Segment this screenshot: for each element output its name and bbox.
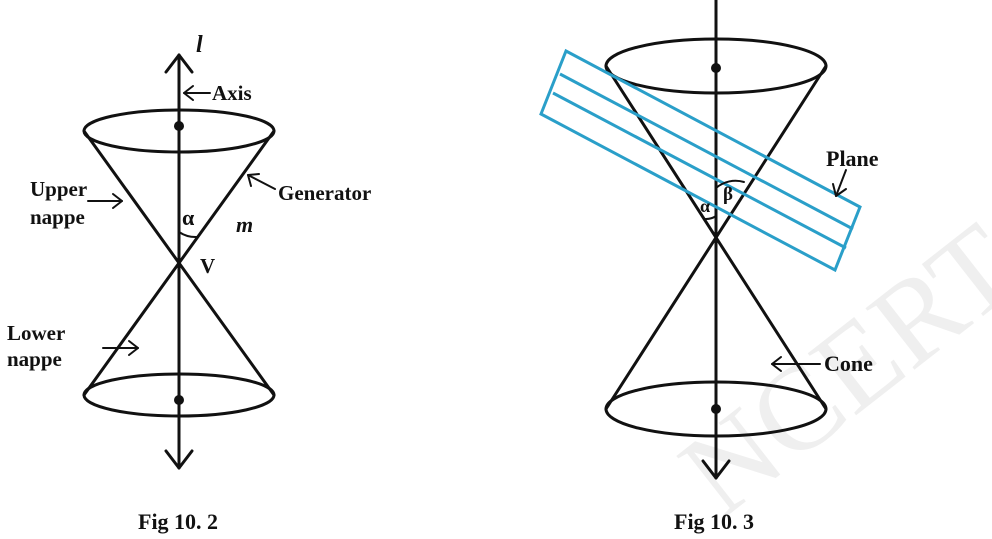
cone-upper-center-dot: [711, 63, 721, 73]
axis-down-arrowhead: [164, 449, 194, 470]
watermark: NCERT not to be republished: [656, 0, 992, 539]
upper-center-dot: [174, 121, 184, 131]
upper-nappe-label-1: Upper: [30, 177, 87, 201]
generator-m-label: m: [236, 212, 253, 237]
beta-arc: [715, 179, 745, 189]
axis-label-arrowhead: [183, 85, 194, 101]
lower-nappe-arrowhead: [128, 340, 139, 356]
generator-line-2: [82, 129, 276, 397]
cone-label-arrowhead: [771, 356, 782, 372]
lower-nappe-label-2: nappe: [7, 347, 62, 371]
plane-label-arrow: [835, 169, 847, 197]
lower-base-ellipse: [82, 372, 276, 418]
generator-arrow: [247, 174, 276, 190]
upper-nappe-label-2: nappe: [30, 205, 85, 229]
cone-label: Cone: [824, 351, 873, 376]
alpha-label-right: α: [700, 196, 710, 216]
axis-up-arrowhead: [164, 53, 194, 74]
alpha-arc-right: [704, 215, 717, 221]
vertex-label: V: [200, 254, 215, 278]
figure-10-3: Plane Cone α β Fig 10. 3: [539, 0, 879, 534]
cone-lower-center-dot: [711, 404, 721, 414]
lower-nappe-label-1: Lower: [7, 321, 65, 345]
plane-inner-line-1: [559, 72, 854, 231]
generator-label: Generator: [278, 181, 371, 205]
fig-10-2-caption: Fig 10. 2: [138, 509, 218, 534]
axis-label: Axis: [212, 81, 252, 105]
alpha-label: α: [182, 205, 195, 230]
beta-label: β: [723, 184, 733, 205]
cutting-plane: [539, 48, 862, 273]
plane-label-arrowhead: [832, 183, 847, 197]
plane-inner-line-2: [552, 91, 847, 250]
alpha-arc: [178, 231, 198, 239]
cone-generator-2: [604, 64, 828, 411]
watermark-text: NCERT not to be republished: [656, 0, 992, 539]
fig-10-3-caption: Fig 10. 3: [674, 509, 754, 534]
axis-l-label: l: [196, 32, 203, 58]
plane-label: Plane: [826, 146, 879, 171]
cone-lower-ellipse: [604, 380, 828, 438]
lower-center-dot: [174, 395, 184, 405]
cone-axis-down-arrowhead: [701, 459, 731, 480]
plane-outer-rect: [539, 48, 862, 273]
upper-nappe-arrowhead: [112, 193, 123, 209]
figure-10-2: l Axis Upper nappe Generator m α V Lower…: [7, 32, 371, 534]
generator-arrowhead: [247, 173, 260, 187]
